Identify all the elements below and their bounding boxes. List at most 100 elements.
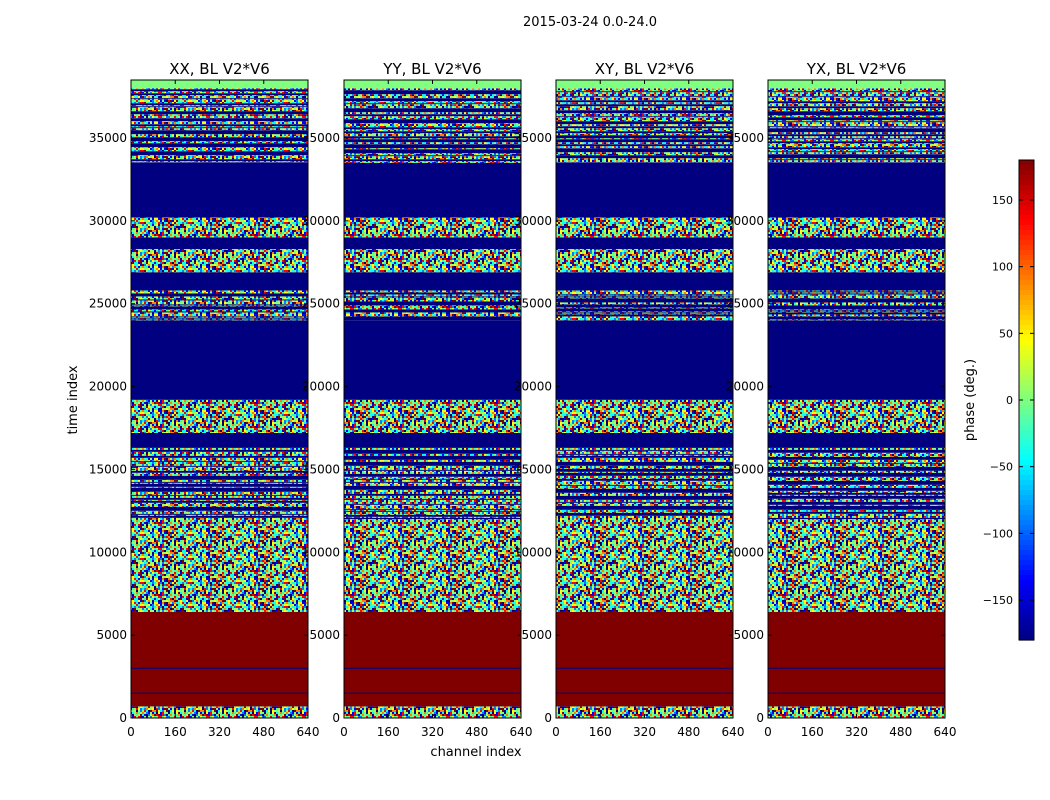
band-stripe [556, 92, 733, 97]
x-axis-label: channel index [430, 745, 521, 760]
band-stripe [556, 96, 733, 98]
y-tick-label: 25000 [726, 297, 764, 311]
colorbar-segment [1019, 590, 1034, 596]
colorbar-segment [1019, 595, 1034, 601]
band-stripe [768, 147, 945, 150]
colorbar-tick-label: 0 [1006, 394, 1013, 407]
band-stripe [344, 112, 521, 115]
band-stripe [344, 312, 521, 317]
band-stripe [556, 121, 733, 125]
colorbar-segment [1019, 555, 1034, 561]
band-const [556, 237, 733, 250]
x-tick-label: 480 [252, 725, 275, 739]
band-stripe [768, 122, 945, 127]
colorbar-segment [1019, 400, 1034, 406]
band-stripe [768, 162, 945, 163]
band-stripe [768, 97, 945, 102]
band-stripe [768, 292, 945, 294]
band-stripe [556, 316, 733, 321]
colorbar-segment [1019, 280, 1034, 286]
band-stripe [131, 105, 308, 107]
band-stripe [344, 144, 521, 149]
colorbar-segment [1019, 605, 1034, 611]
band-stripe [131, 455, 308, 458]
band-stripe [768, 494, 945, 496]
colorbar-segment [1019, 330, 1034, 336]
colorbar-segment [1019, 405, 1034, 411]
y-tick-label: 35000 [726, 131, 764, 145]
band-stripe [131, 128, 308, 131]
x-tick-label: 320 [421, 725, 444, 739]
colorbar-segment [1019, 510, 1034, 516]
panel-title: YY, BL V2*V6 [382, 60, 481, 78]
colorbar-segment [1019, 235, 1034, 241]
band-stripe [344, 116, 521, 120]
colorbar-segment [1019, 325, 1034, 331]
y-tick-label: 15000 [302, 462, 340, 476]
band-stripe [768, 449, 945, 453]
band-stripe [768, 452, 945, 457]
band-noise [344, 217, 521, 238]
y-tick-label: 20000 [726, 380, 764, 394]
band-const [131, 80, 308, 89]
band-stripe [131, 497, 308, 500]
colorbar-segment [1019, 180, 1034, 186]
band-stripe [556, 468, 733, 472]
band-stripe [131, 304, 308, 306]
band-stripe [344, 516, 521, 518]
colorbar-segment [1019, 195, 1034, 201]
colorbar-segment [1019, 205, 1034, 211]
band-stripe [131, 309, 308, 312]
band-stripe [131, 98, 308, 100]
band-stripe [556, 144, 733, 147]
band-stripe [344, 149, 521, 154]
y-tick-label: 10000 [302, 545, 340, 559]
band-stripe [768, 141, 945, 144]
x-tick-label: 320 [208, 725, 231, 739]
band-stripe [768, 310, 945, 312]
band-stripe [344, 489, 521, 494]
band-stripe [556, 152, 733, 156]
band-stripe [344, 159, 521, 162]
band-stripe [131, 143, 308, 148]
band-stripe [344, 103, 521, 105]
colorbar-segment [1019, 585, 1034, 591]
band-stripe [344, 297, 521, 302]
band-stripe [768, 293, 945, 295]
colorbar-segment [1019, 485, 1034, 491]
band-stripe [131, 487, 308, 492]
y-tick-label: 20000 [302, 380, 340, 394]
y-tick-label: 30000 [514, 214, 552, 228]
band-stripe [344, 301, 521, 306]
band-stripe [344, 108, 521, 113]
band-stripe [131, 481, 308, 483]
band-stripe [344, 294, 521, 297]
colorbar-segment [1019, 475, 1034, 481]
band-stripe [131, 449, 308, 452]
band-stripe [556, 298, 733, 303]
colorbar-segment [1019, 530, 1034, 536]
panel-3: YX, BL V2*V6 0 160 320 480 640 0 5000 10000 15000… [726, 60, 957, 739]
band-stripe [768, 513, 945, 518]
band-stripe [131, 126, 308, 128]
band-stripe [556, 131, 733, 134]
colorbar-segment [1019, 275, 1034, 281]
x-tick-label: 640 [297, 725, 320, 739]
band-stripe [768, 143, 945, 148]
band-stripe [131, 290, 308, 294]
band-stripe [131, 311, 308, 313]
band-stripe [768, 492, 945, 495]
colorbar-segment [1019, 320, 1034, 326]
band-stripe [131, 127, 308, 129]
y-tick-label: 15000 [726, 462, 764, 476]
band-stripe [556, 502, 733, 506]
band-noise [131, 706, 308, 718]
band-stripe [344, 459, 521, 462]
band-stripe [344, 123, 521, 128]
band-stripe [344, 161, 521, 163]
band-stripe [768, 311, 945, 313]
band-stripe [768, 117, 945, 121]
band-stripe [556, 472, 733, 476]
y-tick-label: 35000 [89, 131, 127, 145]
